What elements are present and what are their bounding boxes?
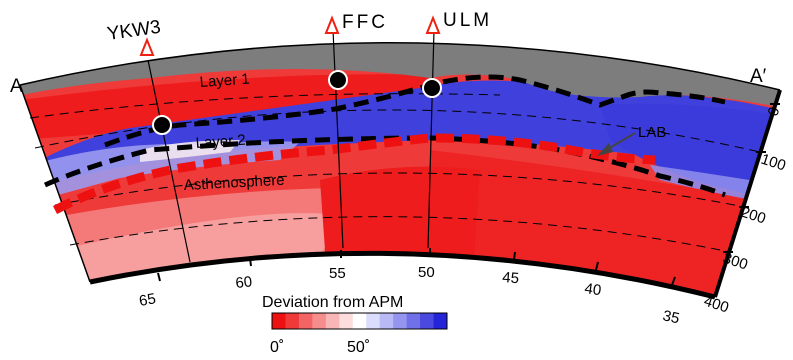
legend-title: Deviation from APM	[262, 294, 403, 311]
layer1-label: Layer 1	[199, 71, 250, 91]
station-triangle-ffc	[324, 15, 340, 34]
depth-contour-200	[54, 172, 746, 208]
station-line-ulm	[427, 29, 435, 249]
lon-label-60: 60	[235, 273, 253, 292]
lab-label: LAB	[638, 124, 666, 141]
depth-contour-100	[34, 109, 761, 153]
lon-label-65: 65	[138, 290, 157, 310]
layer2-label: Layer 2	[195, 132, 246, 152]
depth-label-200: 200	[739, 204, 768, 228]
legend-mid-label: 50˚	[347, 339, 370, 356]
depth-label-100: 100	[759, 151, 788, 175]
layer1-boundary	[104, 74, 726, 148]
lon-label-50: 50	[418, 264, 435, 281]
section-start-label: A	[10, 76, 23, 97]
lab-arrow-head	[597, 143, 613, 156]
depth-axis: 0 100 200 300 400	[702, 103, 788, 317]
station-line-ffc	[332, 29, 344, 249]
right-blue-patch	[600, 103, 780, 200]
legend-swatch	[339, 313, 354, 329]
lon-tick-45	[513, 251, 516, 261]
depth-contour-shallow	[29, 93, 501, 119]
asthenosphere-label: Asthenosphere	[183, 172, 285, 194]
color-legend: Deviation from APM 0˚ 50˚	[262, 294, 448, 356]
layer1-red	[20, 74, 430, 140]
layer2-blue	[40, 80, 780, 185]
lab-boundary	[52, 133, 656, 215]
station-label-ffc: FFC	[342, 12, 388, 33]
station-label-ykw3: YKW3	[106, 17, 162, 45]
depth-label-300: 300	[721, 250, 750, 274]
longitude-axis: 65 60 55 50 45 40 35	[138, 248, 681, 327]
crust-layer	[20, 42, 780, 110]
lon-tick-65	[157, 272, 161, 282]
legend-swatch	[420, 313, 435, 329]
legend-swatch	[285, 313, 300, 329]
section-top-arc	[19, 42, 781, 91]
lon-tick-60	[249, 257, 252, 267]
legend-min-label: 0˚	[270, 339, 284, 356]
station-triangle-ykw3	[139, 37, 155, 56]
lon-label-45: 45	[502, 269, 520, 287]
legend-swatch	[272, 313, 286, 329]
station-line-ykw3	[147, 59, 191, 263]
station-marker-ulm	[422, 78, 442, 98]
depth-label-400: 400	[702, 293, 731, 317]
depth-contour-300	[69, 216, 731, 253]
station-marker-ykw3	[152, 115, 172, 135]
lon-tick-40	[595, 261, 599, 271]
station-triangle-ulm	[425, 15, 441, 34]
lon-label-55: 55	[329, 265, 346, 282]
legend-swatch	[312, 313, 327, 329]
section-right-edge	[713, 89, 782, 298]
lon-label-40: 40	[583, 280, 602, 299]
legend-swatch	[393, 313, 408, 329]
legend-swatch	[352, 313, 367, 329]
legend-swatch	[433, 313, 448, 329]
legend-colorbar	[272, 313, 448, 329]
lon-label-35: 35	[661, 307, 681, 327]
legend-swatch	[379, 313, 394, 329]
lon-tick-35	[671, 276, 676, 286]
legend-swatch	[406, 313, 421, 329]
legend-colorbar-frame	[271, 312, 448, 330]
legend-swatch	[366, 313, 381, 329]
station-marker-ffc	[328, 70, 348, 90]
section-end-label: A′	[750, 66, 767, 87]
section-bottom-arc	[89, 250, 716, 300]
station-label-ulm: ULM	[443, 10, 492, 31]
legend-swatch	[325, 313, 340, 329]
legend-swatch	[298, 313, 313, 329]
